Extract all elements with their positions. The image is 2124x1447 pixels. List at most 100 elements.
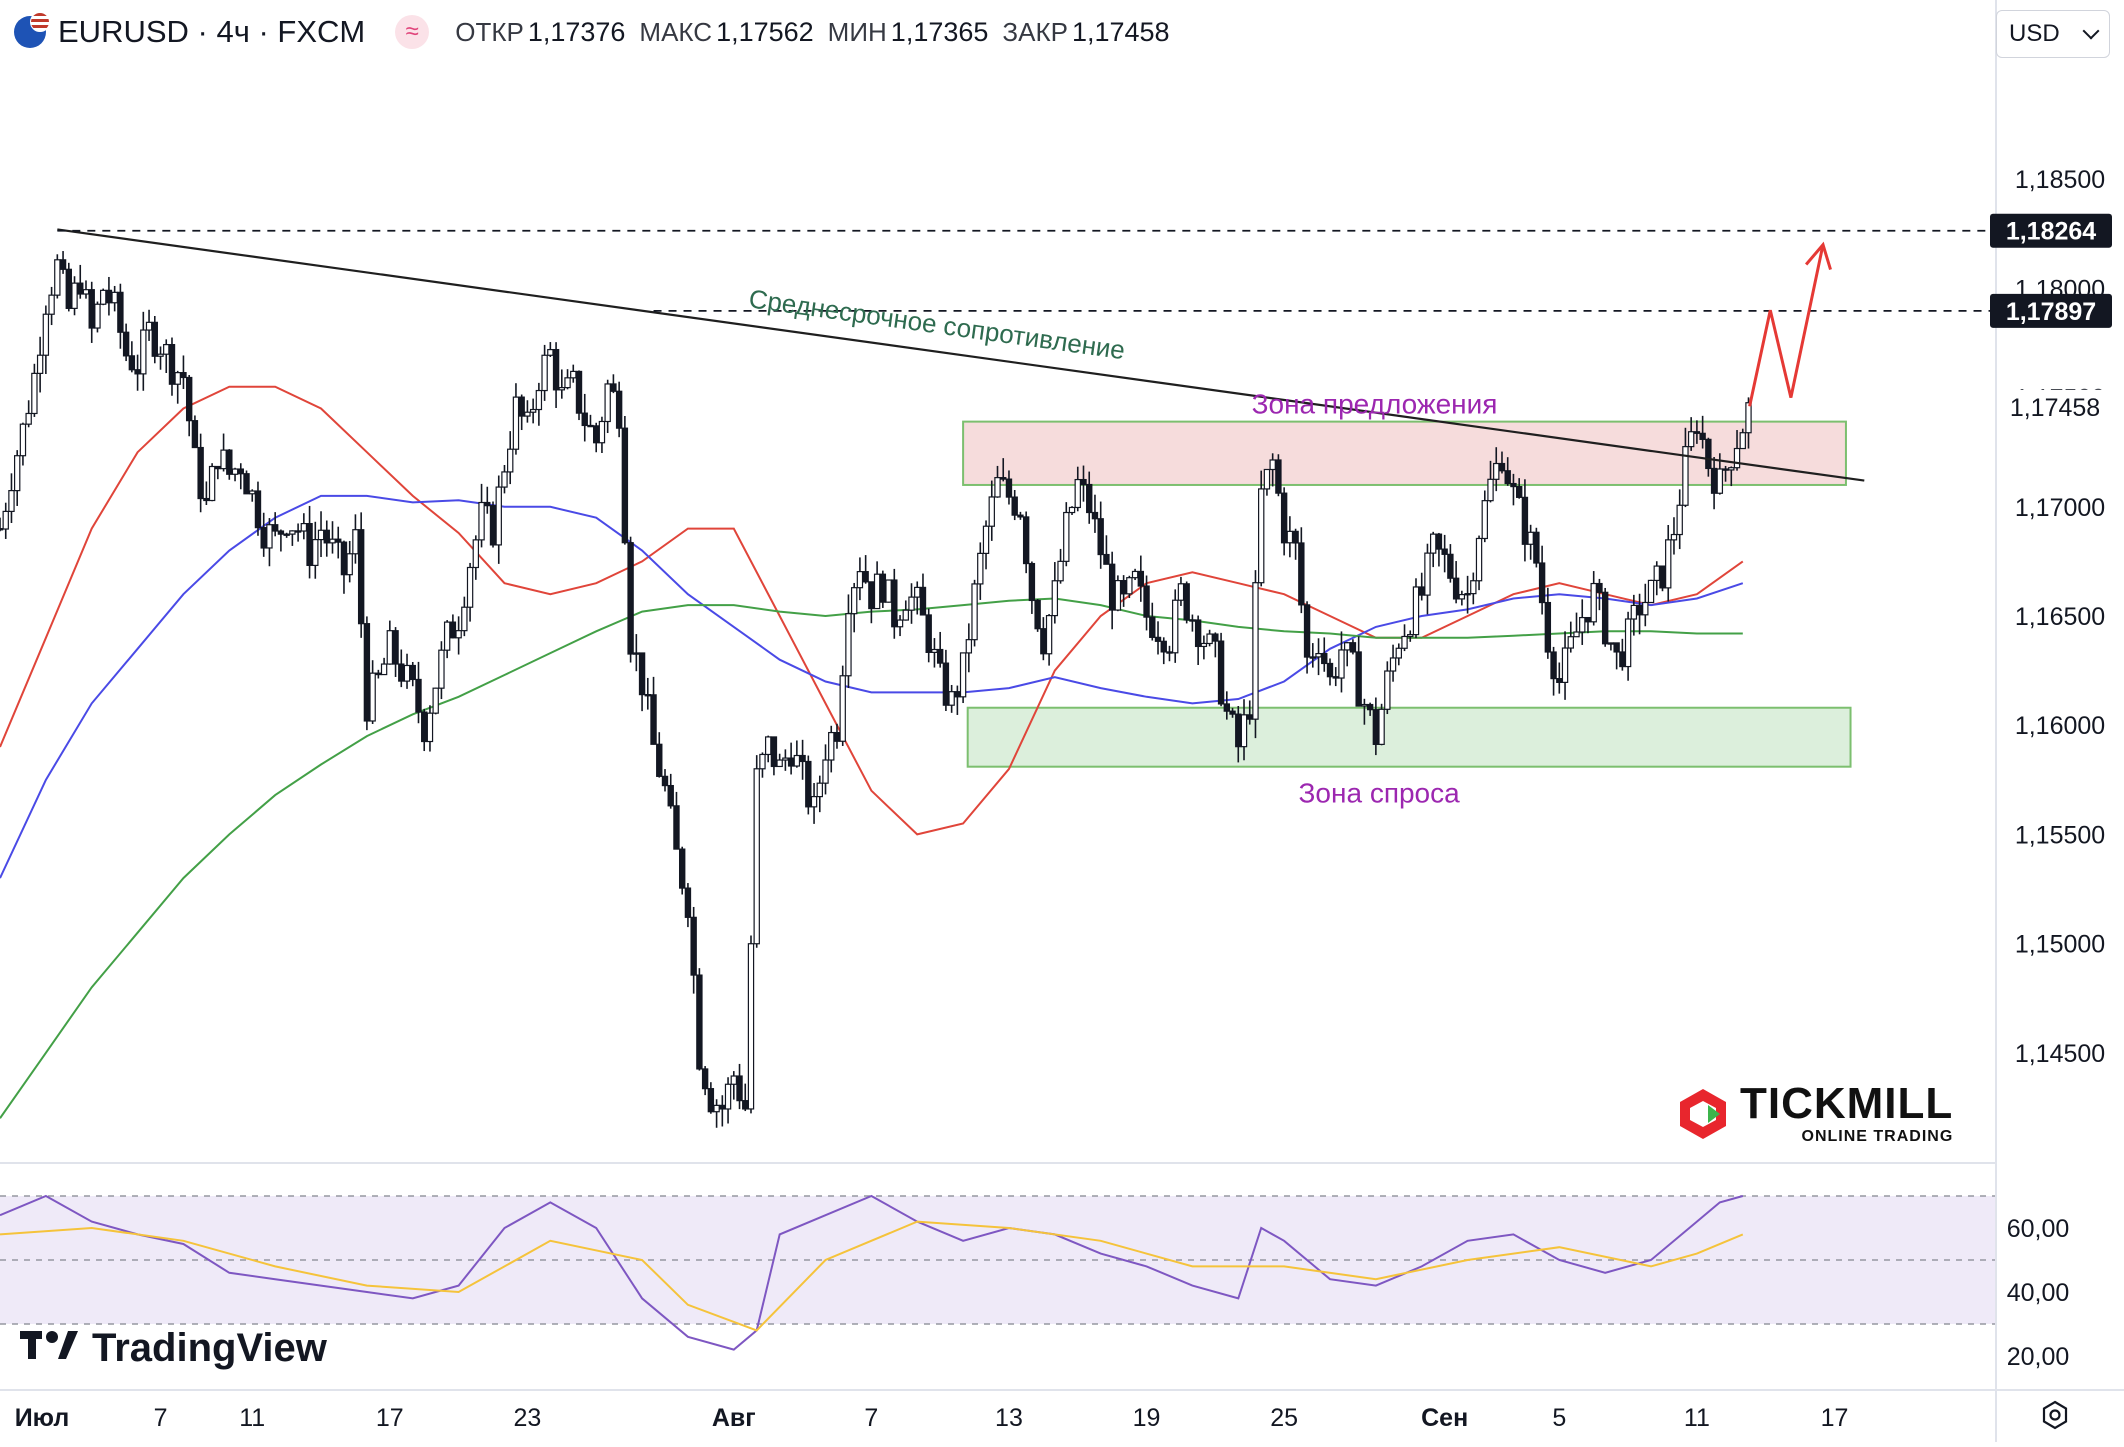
currency-value: USD [2009,20,2060,47]
candle-up [1733,447,1741,469]
symbol-title[interactable]: EURUSD · 4ч · FXCM [58,14,366,49]
candle-up [1401,635,1408,649]
candle-up [1464,593,1471,596]
candle-up [461,606,468,632]
candle-up [380,663,388,676]
candle-up [541,354,548,392]
candle-down [1034,599,1041,630]
candle-up [931,648,938,653]
price-badge-label: 1,17897 [2006,298,2096,326]
candle-down [1086,483,1093,514]
settings-gear-icon[interactable] [2040,1400,2070,1430]
candle-down [105,289,113,304]
candle-up [1389,657,1397,672]
candle-up [1579,616,1586,633]
candle-up [1074,478,1081,509]
candle-up [1206,633,1213,645]
candle-up [317,529,325,541]
candle-up [1063,511,1070,562]
candle-up [759,753,766,770]
candle-down [237,468,244,475]
candle-up [776,759,783,768]
candle-up [914,586,921,598]
candle-up [730,1075,737,1085]
tradingview-mark-icon [20,1326,82,1371]
candle-down [1143,585,1150,618]
candle-up [604,383,611,423]
time-tick-label: 23 [514,1404,542,1432]
time-tick-label: 19 [1133,1404,1161,1432]
indicator-icon[interactable]: ≈ [395,15,430,49]
candle-down [421,711,428,743]
candle-up [1682,446,1689,506]
candle-down [323,529,330,544]
candle-up [1343,642,1351,651]
candle-down [1372,709,1380,745]
candle-down [134,369,141,375]
candle-down [891,579,898,628]
candle-down [294,530,302,533]
tickmill-logo: TICKMILL ONLINE TRADING [1676,1082,1953,1146]
candle-up [1315,653,1322,658]
candle-up [82,289,90,295]
candle-down [168,343,176,385]
candle-down [1080,478,1087,486]
candle-down [1418,586,1425,596]
candle-up [570,370,577,379]
candle-up [1624,618,1632,668]
candle-down [936,648,944,664]
candle-down [919,586,927,616]
candle-down [340,541,348,576]
candle-down [306,522,313,567]
time-tick-label: 25 [1270,1404,1298,1432]
candle-down [879,573,887,603]
chart-header: EURUSD · 4ч · FXCM ≈ ОТКР 1,17376 МАКС 1… [14,12,1184,52]
candle-down [1584,616,1592,623]
candle-down [1275,459,1282,494]
candle-down [1189,619,1196,622]
candle-down [1326,662,1334,678]
time-tick-label: 17 [376,1404,404,1432]
candle-up [971,583,978,641]
candle-down [1355,651,1362,707]
candle-up [1240,714,1248,748]
candle-down [128,355,136,371]
candle-up [747,943,755,1110]
candle-up [369,672,376,722]
candle-down [65,268,72,309]
candle-down [1504,470,1511,485]
candle-down [690,916,697,976]
candle-up [822,759,829,784]
candle-down [1321,653,1328,665]
candle-up [1361,703,1368,707]
close-label: ЗАКР [1002,16,1068,47]
time-tick-label: 13 [995,1404,1023,1432]
candle-down [1022,516,1030,565]
demand-zone-label: Зона спроса [1299,778,1461,809]
candle-up [1716,468,1724,494]
candle-down [88,289,95,329]
candle-up [793,754,801,767]
candle-down [226,449,233,475]
candle-down [363,623,371,722]
candle-up [558,387,566,391]
candle-up [1338,649,1345,679]
candle-down [1292,530,1299,544]
moving-average-line [0,385,1744,836]
candle-up [1384,670,1391,710]
candle-up [1493,462,1500,480]
candle-up [1114,580,1122,611]
candle-up [1131,570,1139,579]
close-value: 1,17458 [1071,16,1170,47]
candle-up [42,313,50,356]
candle-up [724,1083,732,1110]
candle-up [1687,431,1695,448]
candle-down [1000,477,1007,480]
candle-down [185,376,193,422]
candle-up [208,465,216,502]
candle-down [1699,432,1706,440]
candle-up [856,571,864,589]
price-badge [1990,213,2112,248]
currency-selector[interactable]: USD [1996,10,2110,58]
